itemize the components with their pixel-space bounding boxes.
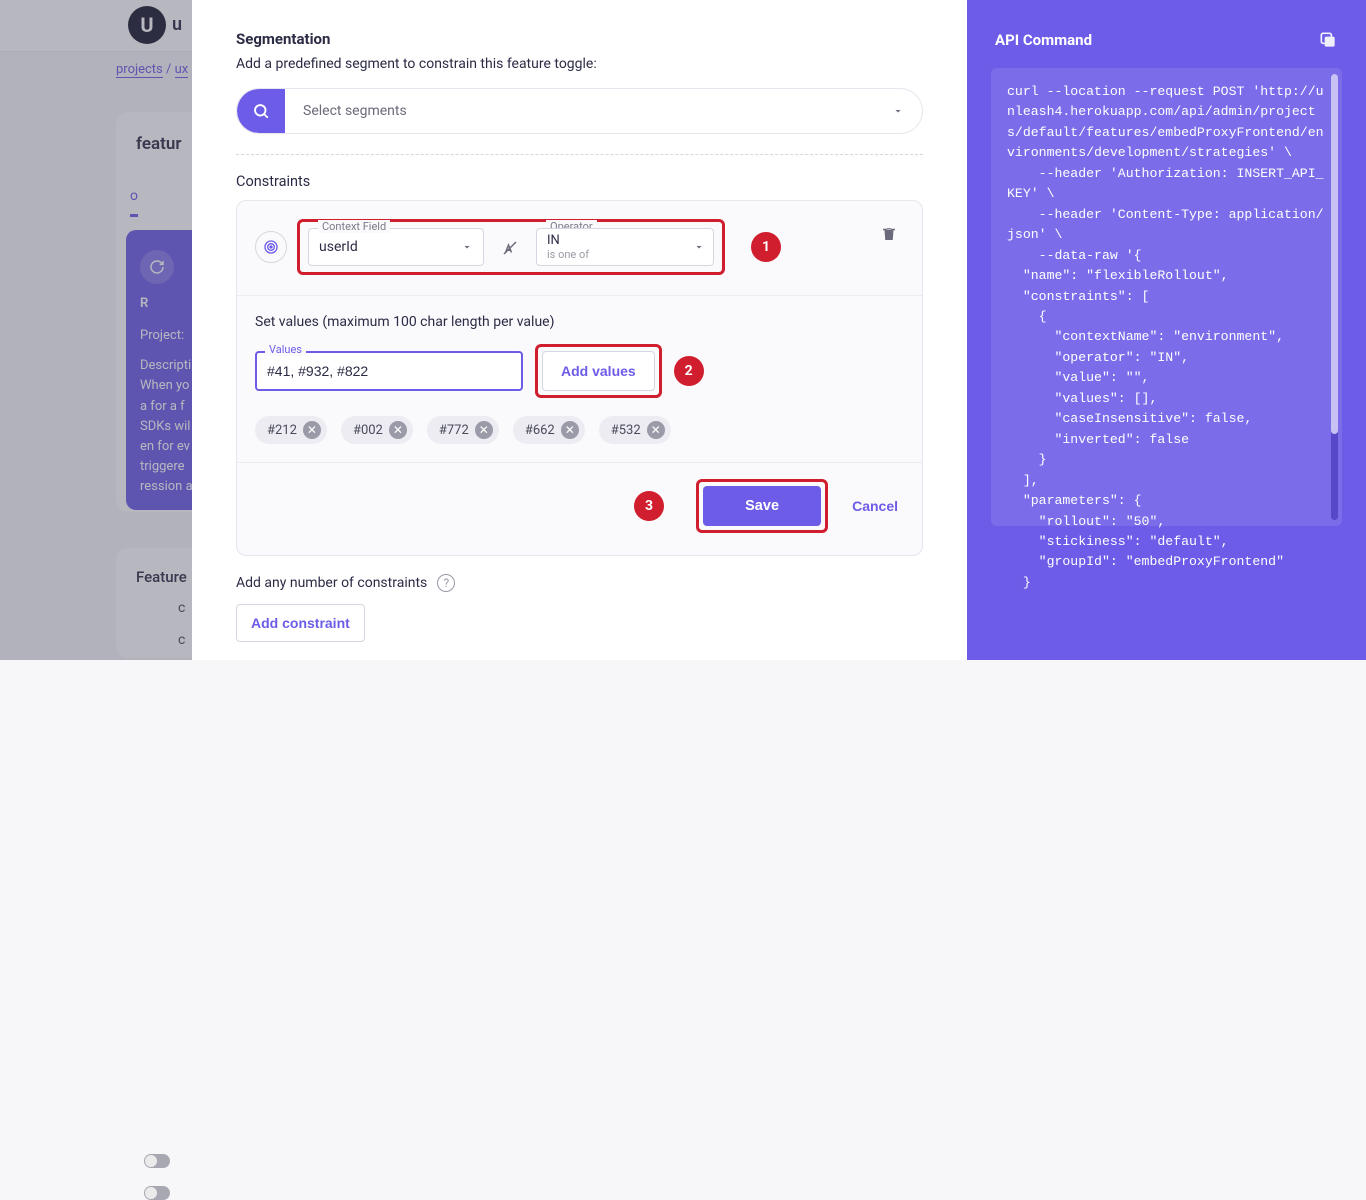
value-chips: #212✕ #002✕ #772✕ #662✕ #532✕ bbox=[255, 416, 904, 444]
segmentation-subtitle: Add a predefined segment to constrain th… bbox=[236, 56, 923, 72]
chevron-down-icon bbox=[461, 241, 473, 253]
api-command-title: API Command bbox=[995, 31, 1092, 49]
value-chip: #772✕ bbox=[427, 416, 499, 444]
callout-number-1: 1 bbox=[751, 232, 781, 262]
callout-box-1: Context Field userId Operator IN is one … bbox=[297, 219, 725, 275]
cancel-button[interactable]: Cancel bbox=[846, 490, 904, 522]
remove-chip-icon[interactable]: ✕ bbox=[647, 421, 665, 439]
value-chip: #532✕ bbox=[599, 416, 671, 444]
save-button[interactable]: Save bbox=[703, 486, 821, 526]
remove-chip-icon[interactable]: ✕ bbox=[389, 421, 407, 439]
remove-chip-icon[interactable]: ✕ bbox=[303, 421, 321, 439]
context-field-select[interactable]: userId bbox=[308, 228, 484, 266]
separator bbox=[237, 295, 922, 296]
callout-box-2: Add values bbox=[535, 344, 662, 398]
case-insensitive-icon[interactable] bbox=[494, 232, 526, 264]
context-field-value: userId bbox=[319, 239, 358, 255]
api-command-panel: API Command curl --location --request PO… bbox=[967, 0, 1366, 660]
value-chip: #002✕ bbox=[341, 416, 413, 444]
value-chip: #662✕ bbox=[513, 416, 585, 444]
constraint-card: Context Field userId Operator IN is one … bbox=[236, 200, 923, 556]
operator-select[interactable]: IN is one of bbox=[536, 228, 714, 266]
copy-icon[interactable] bbox=[1318, 30, 1338, 50]
values-input[interactable] bbox=[255, 351, 523, 391]
help-icon[interactable]: ? bbox=[437, 574, 455, 592]
target-icon bbox=[255, 231, 287, 263]
strategy-modal: Segmentation Add a predefined segment to… bbox=[192, 0, 967, 660]
add-values-button[interactable]: Add values bbox=[542, 351, 655, 391]
remove-chip-icon[interactable]: ✕ bbox=[475, 421, 493, 439]
segment-placeholder: Select segments bbox=[303, 103, 407, 119]
value-chip: #212✕ bbox=[255, 416, 327, 444]
callout-box-3: Save bbox=[696, 479, 828, 533]
divider bbox=[236, 154, 923, 155]
values-hint: Set values (maximum 100 char length per … bbox=[255, 314, 904, 330]
operator-value: IN bbox=[547, 233, 560, 248]
delete-constraint-button[interactable] bbox=[880, 225, 898, 243]
api-code-block[interactable]: curl --location --request POST 'http://u… bbox=[991, 68, 1342, 526]
add-constraint-hint: Add any number of constraints bbox=[236, 575, 427, 591]
scrollbar[interactable] bbox=[1331, 74, 1338, 520]
constraints-heading: Constraints bbox=[236, 173, 923, 190]
search-icon[interactable] bbox=[237, 89, 285, 133]
callout-number-3: 3 bbox=[634, 491, 664, 521]
callout-number-2: 2 bbox=[674, 356, 704, 386]
remove-chip-icon[interactable]: ✕ bbox=[561, 421, 579, 439]
operator-subtext: is one of bbox=[547, 248, 589, 261]
add-constraint-button[interactable]: Add constraint bbox=[236, 604, 365, 642]
env-toggle-1[interactable] bbox=[144, 1154, 170, 1168]
env-toggle-2[interactable] bbox=[144, 1186, 170, 1200]
context-field-label: Context Field bbox=[318, 220, 390, 233]
chevron-down-icon bbox=[693, 241, 705, 253]
chevron-down-icon bbox=[892, 105, 904, 117]
segment-select[interactable]: Select segments bbox=[236, 88, 923, 134]
api-code-text: curl --location --request POST 'http://u… bbox=[1007, 84, 1324, 590]
segmentation-heading: Segmentation bbox=[236, 30, 923, 48]
values-field-label: Values bbox=[265, 343, 306, 356]
